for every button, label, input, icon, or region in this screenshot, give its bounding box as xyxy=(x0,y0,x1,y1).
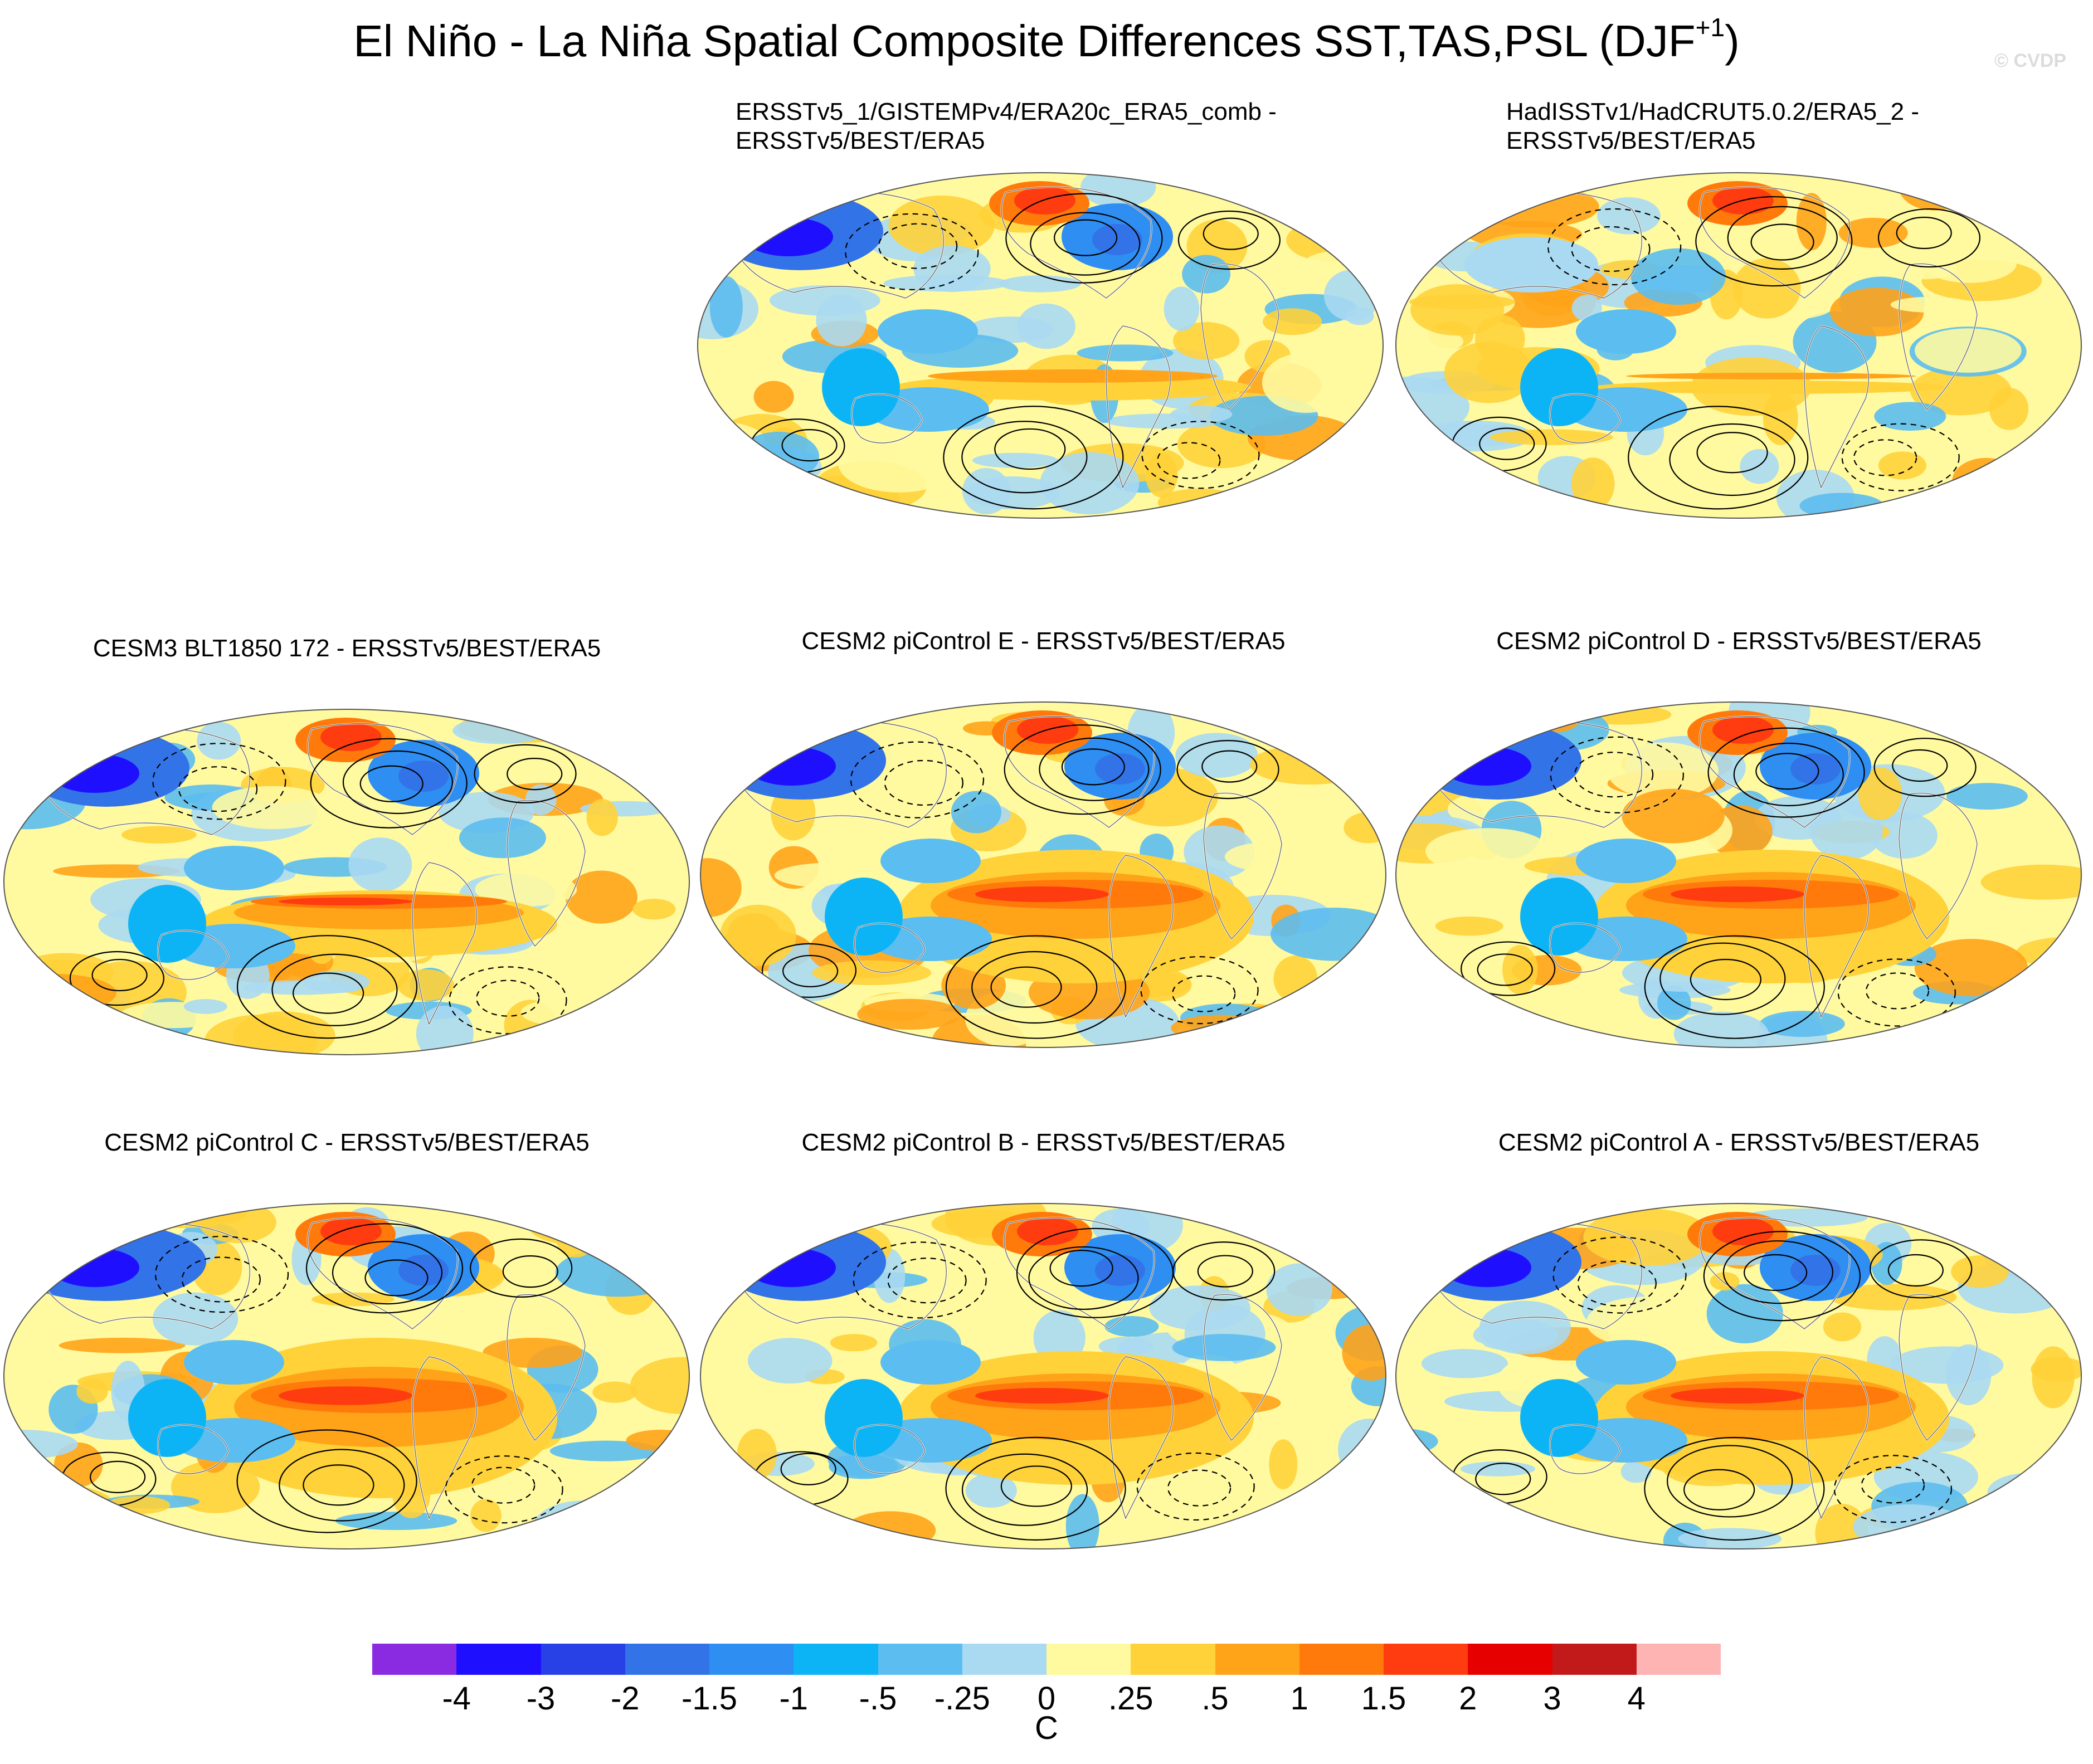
colorbar-swatch xyxy=(541,1644,625,1675)
colorbar-tick-label: 0 xyxy=(1037,1680,1056,1717)
colorbar-tick-label: -4 xyxy=(442,1680,471,1717)
world-map xyxy=(1395,701,2082,1048)
world-map xyxy=(1395,1203,2082,1549)
panel-title: CESM2 piControl A - ERSSTv5/BEST/ERA5 xyxy=(1498,1129,1980,1156)
colorbar xyxy=(372,1644,1721,1675)
colorbar-swatch xyxy=(1131,1644,1215,1675)
map-panel-cesm3: CESM3 BLT1850 172 - ERSSTv5/BEST/ERA5 xyxy=(0,634,694,1058)
colorbar-tick-label: 4 xyxy=(1627,1680,1646,1717)
map-panel-b: CESM2 piControl B - ERSSTv5/BEST/ERA5 xyxy=(697,1128,1390,1552)
colorbar-tick-label: 1 xyxy=(1290,1680,1308,1717)
panel-title: CESM3 BLT1850 172 - ERSSTv5/BEST/ERA5 xyxy=(93,635,601,662)
world-map xyxy=(700,1203,1386,1549)
colorbar-tick-label: -1.5 xyxy=(682,1680,737,1717)
map-panel-e: CESM2 piControl E - ERSSTv5/BEST/ERA5 xyxy=(697,627,1390,1050)
colorbar-tick-label: -2 xyxy=(610,1680,640,1717)
colorbar-tick-label: -.5 xyxy=(859,1680,897,1717)
colorbar-units: C xyxy=(1035,1710,1058,1746)
title-superscript: +1 xyxy=(1695,13,1725,42)
map-panel-c: CESM2 piControl C - ERSSTv5/BEST/ERA5 xyxy=(0,1128,694,1552)
colorbar-swatch xyxy=(625,1644,709,1675)
panel-title: CESM2 piControl B - ERSSTv5/BEST/ERA5 xyxy=(801,1129,1286,1156)
colorbar-swatch xyxy=(372,1644,457,1675)
world-map xyxy=(1395,172,2082,519)
colorbar-swatch xyxy=(962,1644,1046,1675)
panel-title: CESM2 piControl D - ERSSTv5/BEST/ERA5 xyxy=(1496,627,1982,655)
figure-title: El Niño - La Niña Spatial Composite Diff… xyxy=(353,13,1740,66)
colorbar-swatch xyxy=(1636,1644,1721,1675)
world-map xyxy=(3,709,690,1055)
panel-title: ERSSTv5_1/GISTEMPv4/ERA20c_ERA5_comb - ER… xyxy=(736,98,1277,154)
map-panel-d: CESM2 piControl D - ERSSTv5/BEST/ERA5 xyxy=(1392,627,2086,1050)
colorbar-swatch xyxy=(1468,1644,1552,1675)
panel-title: CESM2 piControl E - ERSSTv5/BEST/ERA5 xyxy=(801,627,1286,655)
world-map xyxy=(700,701,1386,1048)
colorbar-tick-label: 2 xyxy=(1459,1680,1477,1717)
colorbar-swatch xyxy=(709,1644,794,1675)
colorbar-swatch xyxy=(794,1644,878,1675)
colorbar-tick-label: -.25 xyxy=(934,1680,990,1717)
panel-title: CESM2 piControl C - ERSSTv5/BEST/ERA5 xyxy=(104,1129,590,1156)
colorbar-swatch xyxy=(1384,1644,1468,1675)
colorbar-tick-label: 1.5 xyxy=(1361,1680,1406,1717)
map-panel-obs1: ERSSTv5_1/GISTEMPv4/ERA20c_ERA5_comb - ER… xyxy=(694,98,1388,521)
cvdp-watermark: © CVDP xyxy=(1994,50,2066,71)
colorbar-swatch xyxy=(1215,1644,1299,1675)
map-panel-a: CESM2 piControl A - ERSSTv5/BEST/ERA5 xyxy=(1392,1128,2086,1552)
map-panel-obs2: HadISSTv1/HadCRUT5.0.2/ERA5_2 - ERSSTv5/B… xyxy=(1392,98,2086,521)
colorbar-tick-label: .5 xyxy=(1201,1680,1229,1717)
colorbar-swatch xyxy=(456,1644,541,1675)
colorbar-swatch xyxy=(878,1644,962,1675)
colorbar-swatch xyxy=(1299,1644,1384,1675)
panel-title: HadISSTv1/HadCRUT5.0.2/ERA5_2 - ERSSTv5/B… xyxy=(1506,98,1919,154)
colorbar-tick-label: -1 xyxy=(779,1680,809,1717)
colorbar-tick-label: -3 xyxy=(526,1680,556,1717)
colorbar-swatch xyxy=(1552,1644,1637,1675)
world-map xyxy=(3,1203,690,1549)
colorbar-tick-label: 3 xyxy=(1543,1680,1561,1717)
world-map xyxy=(697,172,1384,519)
colorbar-tick-label: .25 xyxy=(1108,1680,1153,1717)
colorbar-swatch xyxy=(1046,1644,1131,1675)
